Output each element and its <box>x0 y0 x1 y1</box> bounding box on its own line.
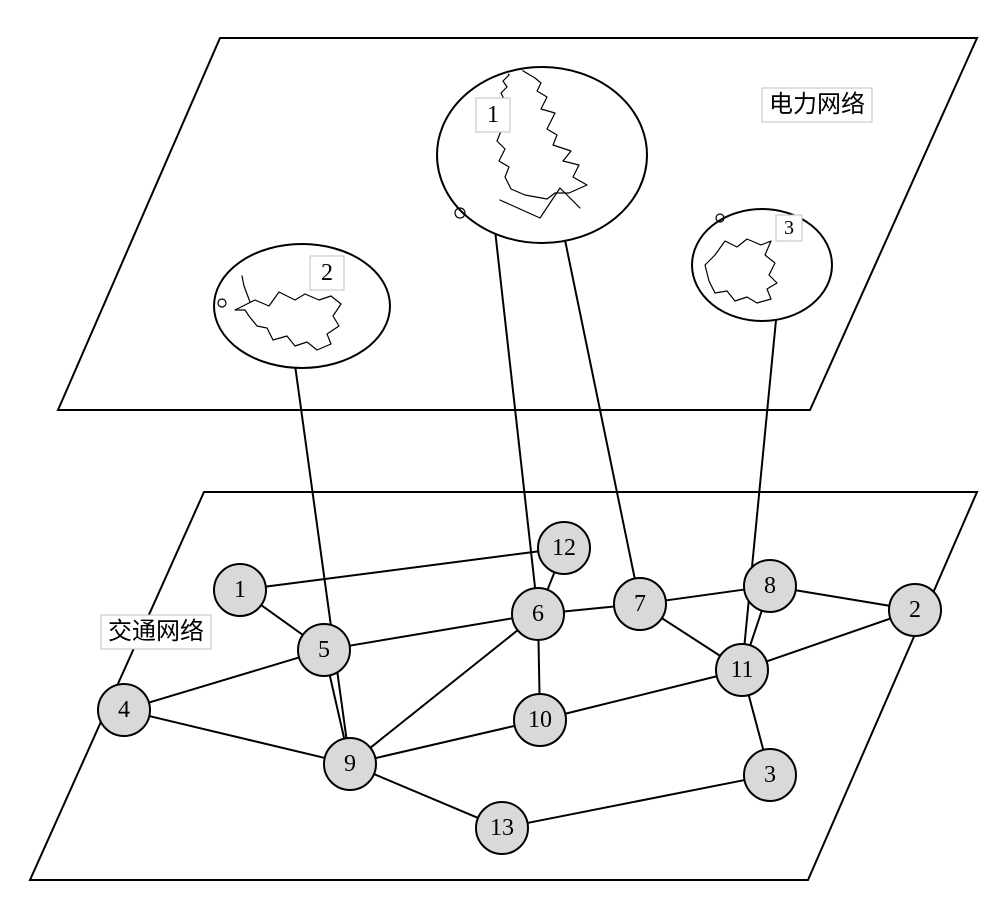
node-5: 5 <box>298 624 350 676</box>
graph-edge <box>538 640 539 694</box>
node-label: 6 <box>532 601 544 627</box>
region-ellipse <box>692 209 832 321</box>
node-6: 6 <box>512 588 564 640</box>
node-label: 12 <box>552 535 576 561</box>
node-label: 3 <box>764 762 776 788</box>
region-3: 3 <box>692 209 832 321</box>
layered-network-diagram: 电力网络交通网络12312345678910111213 <box>0 0 1000 902</box>
bottom-layer-label: 交通网络 <box>108 618 204 645</box>
region-1: 1 <box>437 65 647 243</box>
node-label: 2 <box>909 597 921 623</box>
node-10: 10 <box>514 694 566 746</box>
node-label: 13 <box>490 815 514 841</box>
node-label: 4 <box>118 697 130 723</box>
region-label: 2 <box>321 260 333 286</box>
node-8: 8 <box>744 560 796 612</box>
node-12: 12 <box>538 522 590 574</box>
node-13: 13 <box>476 802 528 854</box>
node-label: 7 <box>634 591 646 617</box>
node-label: 11 <box>730 657 753 683</box>
region-label: 3 <box>784 217 794 239</box>
node-label: 8 <box>764 573 776 599</box>
node-9: 9 <box>324 738 376 790</box>
top-layer-label: 电力网络 <box>769 91 865 118</box>
node-4: 4 <box>98 684 150 736</box>
node-label: 5 <box>318 637 330 663</box>
node-label: 1 <box>234 577 246 603</box>
node-1: 1 <box>214 564 266 616</box>
node-label: 9 <box>344 751 356 777</box>
node-label: 10 <box>528 707 552 733</box>
region-ellipse <box>214 244 390 368</box>
region-label: 1 <box>487 102 499 128</box>
node-2: 2 <box>889 584 941 636</box>
node-11: 11 <box>716 644 768 696</box>
node-3: 3 <box>744 749 796 801</box>
node-7: 7 <box>614 578 666 630</box>
region-2: 2 <box>214 244 390 368</box>
